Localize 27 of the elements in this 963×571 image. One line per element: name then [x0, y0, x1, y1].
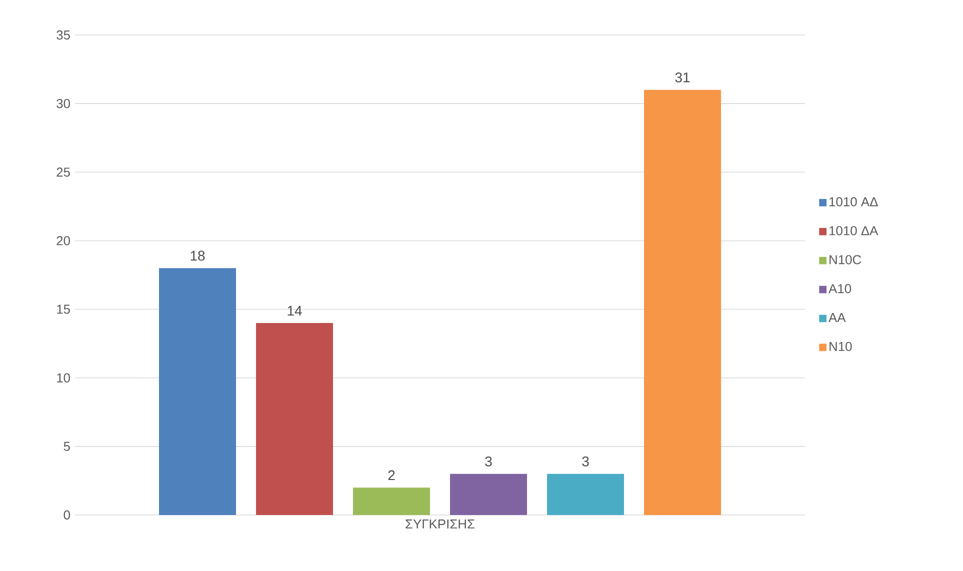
y-tick-label: 15: [57, 304, 70, 314]
y-tick-label: 5: [64, 442, 70, 451]
bar: [159, 268, 236, 515]
bar: [547, 474, 624, 515]
legend-label: A10: [828, 284, 852, 294]
bar: [256, 323, 334, 515]
data-label: 18: [190, 250, 205, 261]
bar: [450, 474, 528, 515]
data-label: 2: [388, 470, 395, 480]
y-tick-label: 10: [57, 373, 70, 382]
bar: [644, 90, 722, 515]
legend-label: N10: [830, 342, 852, 352]
data-label: 3: [582, 456, 589, 466]
y-tick-label: 20: [56, 236, 70, 246]
y-tick-label: 35: [56, 30, 70, 40]
legend-label: 1010 ΑΔ: [830, 197, 878, 206]
legend-label: AA: [828, 313, 846, 322]
y-tick-label: 0: [64, 510, 70, 520]
data-label: 3: [485, 456, 492, 466]
x-tick-label: ΣΥΓΚΡΙΣΗΣ: [406, 520, 475, 528]
data-label: 14: [288, 306, 302, 316]
y-tick-label: 25: [56, 168, 70, 177]
data-label: 31: [675, 72, 690, 82]
legend-label: 1010 ΔΑ: [830, 226, 878, 236]
y-tick-label: 30: [56, 98, 70, 108]
bar: [353, 488, 430, 515]
legend-label: N10C: [830, 255, 862, 264]
